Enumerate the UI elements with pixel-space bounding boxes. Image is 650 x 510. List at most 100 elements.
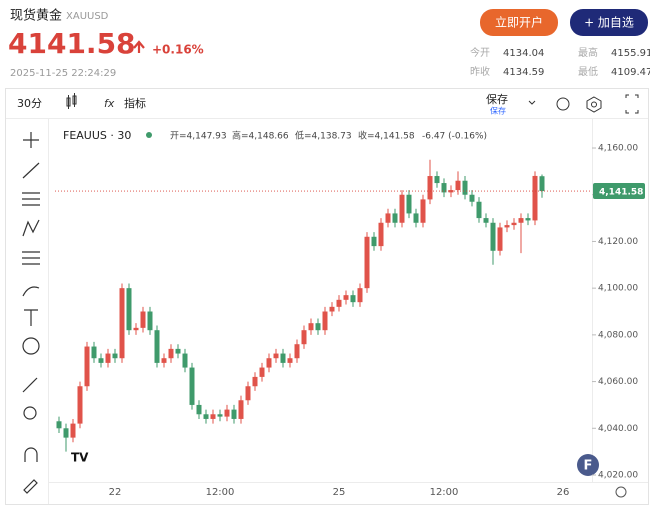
candle-body	[497, 227, 503, 251]
ohlc-label: 低=4,138.73	[295, 130, 352, 142]
tv-logo: TV	[71, 451, 89, 465]
candle-body	[322, 311, 328, 331]
indicators[interactable]: 指标	[124, 96, 146, 110]
candle-body	[189, 367, 195, 405]
settings-icon-dot	[591, 101, 597, 108]
y-tick-label: 4,100.00	[598, 284, 638, 294]
y-tick-label: 4,160.00	[598, 144, 638, 154]
candle-body	[343, 295, 349, 300]
candle-body	[518, 218, 524, 223]
candle-body	[161, 358, 167, 363]
candle-body	[462, 180, 468, 195]
candle-body	[413, 213, 419, 223]
time: 2025-11-25 22:24:29	[10, 68, 116, 79]
candle-body	[511, 222, 517, 226]
candle-body	[217, 414, 223, 417]
up-arrow	[133, 40, 145, 53]
candle-body	[105, 353, 111, 363]
candle-body	[287, 358, 293, 363]
price-tag	[593, 183, 645, 200]
dropdown-icon[interactable]	[528, 100, 536, 105]
status-dot	[146, 132, 152, 138]
y-tick-label: 4,120.00	[598, 237, 638, 247]
candle-body	[490, 222, 496, 251]
stat-value: 4134.59	[503, 67, 544, 78]
candle-body	[469, 194, 475, 202]
candle-body	[231, 409, 237, 419]
candle-body	[98, 358, 104, 363]
candle-body	[399, 194, 405, 223]
y-tick-label: 4,020.00	[598, 470, 638, 480]
watchlist-button[interactable]	[570, 9, 648, 36]
ohlc-label: 开=4,147.93	[170, 131, 227, 142]
candle-body	[196, 404, 202, 415]
candle-body	[294, 344, 300, 359]
settings-icon[interactable]	[586, 96, 602, 113]
ohlc-label: 高=4,148.66	[232, 130, 289, 142]
candle-body	[420, 199, 426, 223]
open-account-button[interactable]	[480, 9, 558, 36]
candle-body	[385, 213, 391, 223]
price-tag-label: 4,141.58	[599, 188, 643, 198]
stat-value: 4109.47	[611, 67, 650, 78]
x-tick-label: 25	[333, 487, 346, 498]
alert-icon[interactable]	[556, 97, 570, 111]
fx-icon[interactable]: fx	[104, 97, 115, 110]
watchlist-label[interactable]: + 加自选	[584, 16, 634, 30]
candle-body	[273, 353, 279, 359]
gear-icon[interactable]	[615, 486, 627, 498]
candle-body	[357, 288, 363, 303]
f-badge[interactable]	[577, 454, 599, 476]
candle-body	[133, 327, 139, 331]
fullscreen-icon[interactable]	[625, 94, 639, 114]
candle-body	[336, 299, 342, 307]
candle-body	[56, 421, 62, 429]
candle-body	[315, 323, 321, 331]
candle-body	[525, 218, 531, 221]
candle-body	[301, 330, 307, 345]
candle-body	[406, 194, 412, 214]
candle-body	[77, 386, 83, 424]
candle-body	[252, 376, 258, 387]
stat-label: 昨收	[470, 65, 490, 78]
y-tick-label: 4,060.00	[598, 377, 638, 387]
candle-body	[455, 180, 461, 191]
candle-body	[140, 311, 146, 328]
save-sub: 保存	[490, 106, 506, 116]
stat-label: 最低	[578, 65, 598, 78]
open-account-label[interactable]: 立即开户	[495, 15, 543, 30]
drawing-tools[interactable]	[22, 132, 40, 494]
price: 4141.58	[8, 27, 136, 60]
symbol: FEAUUS · 30	[63, 129, 131, 142]
candle-body	[532, 175, 538, 221]
candle-body	[147, 311, 153, 331]
candle-body	[266, 358, 272, 368]
candle-icon[interactable]	[66, 93, 77, 109]
candle-body	[329, 306, 335, 312]
save[interactable]: 保存	[486, 92, 508, 106]
candle-body	[63, 428, 69, 438]
x-tick-label: 22	[109, 487, 122, 498]
candle-body	[126, 288, 132, 331]
stat-label: 今开	[470, 46, 490, 59]
candle-body	[441, 183, 447, 193]
candle-body	[371, 236, 377, 247]
candle-body	[476, 201, 482, 219]
candle-body	[182, 353, 188, 368]
x-tick-label: 12:00	[430, 487, 459, 498]
y-tick-label: 4,040.00	[598, 424, 638, 434]
title: 现货黄金	[10, 8, 62, 24]
candle-body	[70, 423, 76, 438]
candle-body	[378, 222, 384, 247]
stat-value: 4155.91	[611, 48, 650, 59]
candle-body	[175, 348, 181, 354]
candle-body	[168, 348, 174, 359]
candle-body	[203, 414, 209, 419]
candle-body	[483, 218, 489, 223]
chart-panel	[5, 88, 649, 505]
interval[interactable]: 30分	[17, 97, 42, 110]
stat-label: 最高	[578, 46, 598, 59]
change: +0.16%	[152, 43, 204, 57]
